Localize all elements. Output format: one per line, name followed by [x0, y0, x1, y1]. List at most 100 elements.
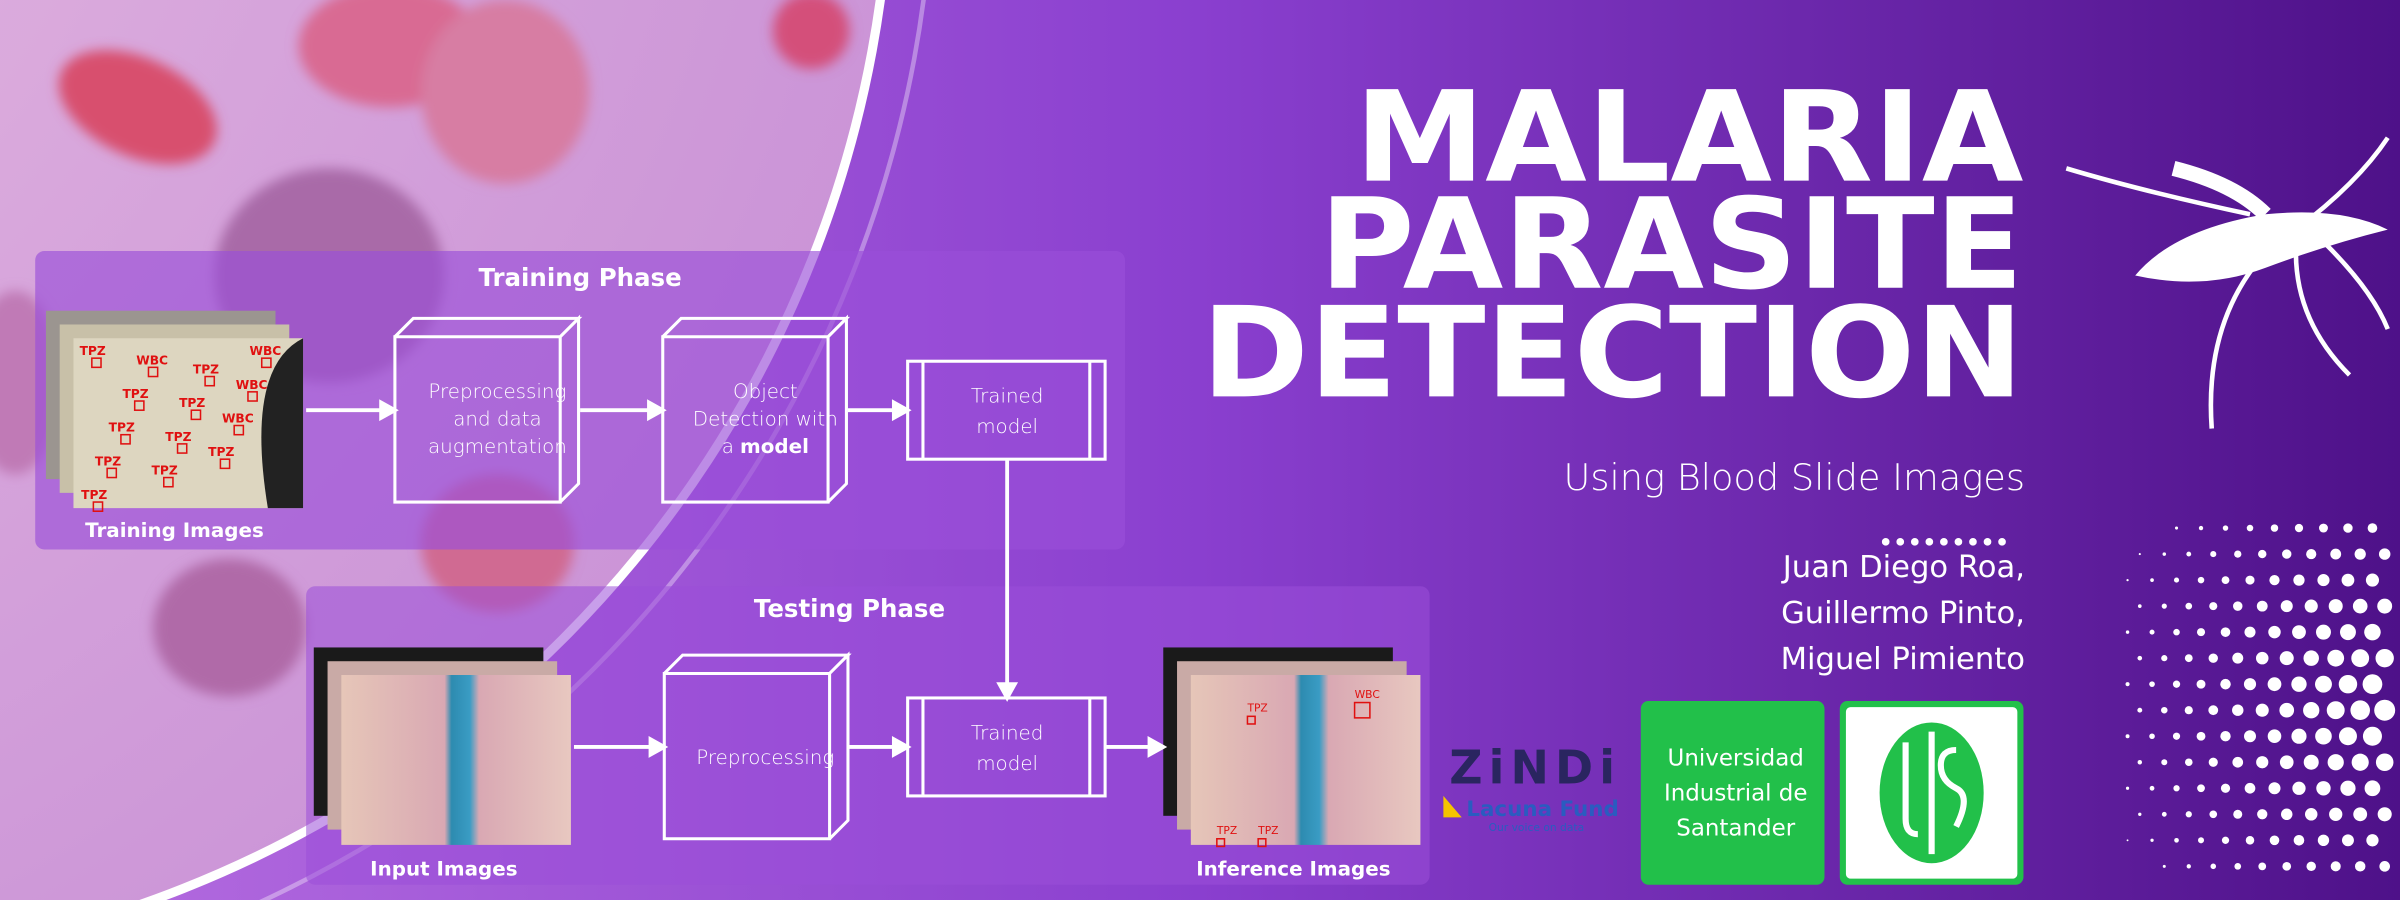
halftone-dot [2125, 734, 2130, 739]
halftone-dot [2282, 549, 2292, 559]
detection-box [163, 476, 174, 488]
halftone-dot [2377, 598, 2393, 614]
halftone-dot [2315, 727, 2332, 745]
halftone-dot [2303, 754, 2319, 770]
halftone-dot [2172, 732, 2181, 740]
cube-edge [393, 314, 583, 504]
halftone-dot [2246, 524, 2254, 532]
testing-panel [306, 586, 1430, 885]
halftone-dot [2198, 525, 2204, 531]
detection-box [233, 424, 245, 436]
detection-box [120, 433, 131, 445]
detection-box [1353, 701, 1371, 719]
halftone-dot [2209, 602, 2218, 611]
halftone-dot [2125, 630, 2130, 634]
halftone-dot [2339, 624, 2356, 641]
halftone-dot [2244, 730, 2256, 743]
author: Juan Diego Roa, [1781, 550, 2025, 585]
step-label: Preprocessing [696, 746, 834, 769]
halftone-dot [2255, 703, 2269, 717]
halftone-dot [2293, 835, 2305, 846]
halftone-dot [2173, 577, 2180, 583]
arrows [306, 399, 1168, 758]
halftone-dot [2350, 700, 2370, 720]
detection-box [260, 357, 272, 369]
halftone-dot [2340, 780, 2356, 796]
detection-box [1257, 838, 1267, 848]
halftone-dot [2341, 834, 2354, 847]
dot [1954, 538, 1963, 546]
halftone-dot [2292, 625, 2306, 640]
detection-label: WBC [1355, 688, 1380, 701]
lacuna-logo: Lacuna Fund [1466, 797, 1619, 822]
halftone-dot [2353, 807, 2368, 822]
model-label: model [976, 415, 1038, 438]
halftone-dot [2258, 549, 2267, 559]
title-line: MALARIA [1355, 64, 2024, 211]
halftone-dot [2186, 864, 2191, 869]
halftone-dot [2267, 677, 2282, 692]
halftone-dot [2306, 861, 2316, 872]
halftone-dot [2233, 809, 2243, 819]
halftone-dot [2317, 574, 2330, 587]
detection-box [204, 375, 216, 387]
halftone-dot [2196, 731, 2206, 741]
halftone-dot [2319, 523, 2328, 533]
halftone-dot [2364, 780, 2381, 797]
halftone-dot [2364, 623, 2381, 641]
detection-box [1216, 838, 1226, 848]
halftone-dot [2208, 653, 2218, 663]
halftone-dot [2138, 553, 2141, 556]
step-label: a model [722, 435, 809, 458]
halftone-dot [2268, 625, 2281, 639]
detection-label: WBC [249, 344, 281, 358]
halftone-dot [2243, 678, 2257, 691]
detection-box [190, 409, 202, 421]
halftone-dot [2351, 753, 2369, 771]
halftone-dot [2161, 811, 2167, 817]
halftone-dot [2374, 699, 2396, 721]
halftone-dot [2366, 834, 2379, 847]
halftone-dot [2150, 838, 2154, 842]
detection-box [91, 357, 102, 369]
detection-box [147, 366, 159, 378]
detection-label: TPZ [179, 396, 205, 410]
halftone-dot [2125, 682, 2130, 687]
halftone-dot [2267, 729, 2282, 744]
detection-label: TPZ [122, 387, 148, 401]
dot [1983, 538, 1992, 546]
images-label: Inference Images [1196, 858, 1390, 881]
step-label: augmentation [428, 435, 567, 458]
halftone-dot [2149, 681, 2155, 688]
halftone-dot [2258, 862, 2267, 871]
halftone-dot [2303, 702, 2320, 719]
halftone-dot [2245, 575, 2255, 585]
detection-box [1246, 715, 1256, 725]
halftone-dot [2365, 573, 2379, 587]
halftone-dot [2294, 523, 2304, 533]
halftone-dot [2328, 599, 2343, 614]
halftone-dot [2244, 626, 2256, 638]
halftone-dot [2255, 651, 2269, 665]
dot [1896, 538, 1905, 546]
lacuna-icon [1443, 795, 1462, 818]
dot [1998, 538, 2006, 546]
halftone-dot [2352, 598, 2368, 614]
zindi-logo: ZiNDi [1449, 741, 1621, 795]
cube [661, 314, 851, 504]
halftone-dot [2362, 726, 2382, 746]
subtitle: Using Blood Slide Images [1564, 456, 2025, 499]
halftone-dot [2137, 604, 2142, 608]
halftone-dot [2208, 705, 2219, 716]
mosquito [2065, 136, 2390, 429]
halftone-dot [2327, 754, 2344, 771]
halftone-dot [2186, 551, 2192, 557]
halftone-dot [2149, 785, 2155, 791]
halftone-dot [2173, 785, 2180, 792]
halftone-dot [2161, 655, 2168, 662]
halftone-dot [2268, 782, 2281, 795]
uis-logo [1839, 701, 2024, 885]
halftone-dot [2327, 649, 2345, 667]
training-images: TPZ WBC TPZ WBC TPZ TPZ WBC TPZ TPZ WBC TPZ TPZ TPZ T… [45, 310, 304, 512]
